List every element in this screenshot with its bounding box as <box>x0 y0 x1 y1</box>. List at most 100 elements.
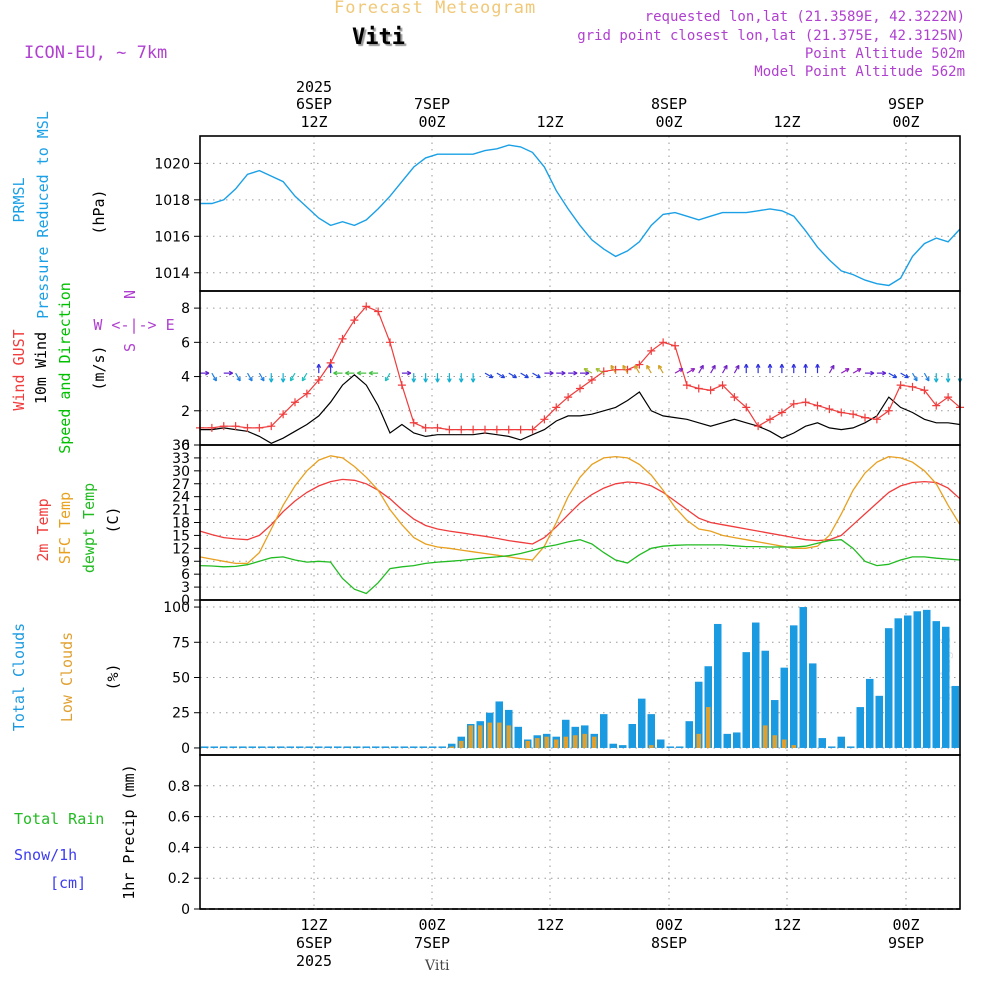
total-cloud-bar <box>334 746 342 748</box>
y-tick-label: 9 <box>181 554 190 570</box>
wind-direction-arrow <box>520 372 529 379</box>
pressure-line <box>200 144 961 287</box>
wind-gust-marker <box>374 307 383 316</box>
wind-gust-marker <box>528 425 537 434</box>
chart-title: Forecast Meteogram <box>334 0 537 18</box>
pressure-unit: (hPa) <box>90 189 108 234</box>
low-cloud-bar <box>487 722 492 748</box>
wind-direction-arrow <box>923 372 930 382</box>
wind-gust-marker <box>433 423 442 432</box>
total-cloud-bar <box>410 746 418 748</box>
wind-gust-marker <box>682 381 691 390</box>
total-cloud-bar <box>229 746 237 748</box>
wind-gust-marker <box>944 393 953 402</box>
total-cloud-bar <box>742 652 750 748</box>
total-cloud-bar <box>761 650 769 748</box>
wind-direction-arrow <box>876 370 887 376</box>
total-cloud-bar <box>324 746 332 748</box>
bottom-axis-hour: 00Z <box>655 916 682 934</box>
wind-direction-arrow <box>333 370 343 376</box>
low-cloud-bar <box>592 736 597 748</box>
low-cloud-bar <box>449 746 454 748</box>
wind-gust-marker <box>587 375 596 384</box>
top-axis-hour: 00Z <box>655 113 682 131</box>
wind-gust-marker <box>849 410 858 419</box>
bottom-axis-date: 6SEP <box>296 934 332 952</box>
wind-direction-arrow <box>496 372 506 379</box>
y-tick-label: 6 <box>181 335 190 351</box>
wind-gust-marker <box>255 423 264 432</box>
total-cloud-bar <box>932 621 940 748</box>
total-cloud-bar <box>799 607 807 748</box>
wind-gust-marker <box>884 406 893 415</box>
wind-gust-marker <box>671 341 679 350</box>
temp-line-2 <box>199 539 961 595</box>
wind-gust-marker <box>302 389 311 398</box>
wind-direction-arrow <box>435 373 440 383</box>
total-cloud-bar <box>448 743 456 748</box>
low-cloud-bar <box>582 733 587 748</box>
wind-gust-label: Wind GUST <box>10 329 28 410</box>
total-cloud-bar <box>638 698 646 748</box>
model-label: ICON-EU, ~ 7km <box>24 43 168 63</box>
wind-gust-marker <box>243 423 252 432</box>
low-cloud-bar <box>696 733 701 748</box>
bottom-axis-hour: 12Z <box>300 916 327 934</box>
wind-direction-arrow <box>544 370 554 376</box>
panel-pressure: 1014 1016 1018 1020 <box>154 136 961 291</box>
low-cloud-bar <box>525 740 530 748</box>
wind-direction-arrow <box>470 373 476 383</box>
total-cloud-bar <box>913 611 921 748</box>
total-cloud-bar <box>695 681 703 748</box>
y-tick-label: 1014 <box>154 266 190 282</box>
low-cloud-bar <box>791 745 796 748</box>
total-cloud-bar <box>714 623 722 748</box>
compass-n: N <box>121 290 139 299</box>
wind-direction-arrow <box>900 372 909 379</box>
top-axis-hour: 00Z <box>892 113 919 131</box>
wind-direction-arrow <box>458 373 464 383</box>
wind-gust-marker <box>552 403 561 412</box>
total-cloud-bar <box>885 628 893 748</box>
wind-direction-arrow <box>556 370 566 376</box>
total-rain-label: Total Rain <box>14 810 104 828</box>
total-cloud-bar <box>666 746 674 748</box>
wind-direction-arrow <box>865 370 875 376</box>
wind-gust-marker <box>338 334 347 343</box>
wind-unit: (m/s) <box>90 345 108 390</box>
bottom-axis-date: 8SEP <box>651 934 687 952</box>
point-altitude: Point Altitude 502m <box>804 46 965 62</box>
top-axis-hour: 00Z <box>418 113 445 131</box>
wind-direction-arrow <box>368 370 379 376</box>
grid-point-coords: grid point closest lon,lat (21.375E, 42.… <box>577 28 965 44</box>
compass-rose: N W <-|-> E S <box>93 290 174 352</box>
y-tick-label: 0.8 <box>168 779 190 795</box>
low-cloud-bar <box>468 725 473 748</box>
total-cloud-bar <box>752 622 760 748</box>
top-axis-year: 2025 <box>296 78 332 96</box>
panel-precip: 0 0.2 0.4 0.6 0.8 <box>168 755 960 918</box>
y-tick-label: 0.2 <box>168 871 190 887</box>
total-cloud-bar <box>400 746 408 748</box>
total-cloud-bar <box>248 746 256 748</box>
total-cloud-bar <box>353 746 361 748</box>
wind-direction-arrow <box>888 372 898 379</box>
total-cloud-bar <box>286 746 294 748</box>
wind-direction-arrow <box>484 372 494 379</box>
wind-direction-arrow <box>840 368 850 374</box>
total-cloud-bar <box>676 746 684 748</box>
top-axis-date: 6SEP <box>296 95 332 113</box>
top-axis-date: 9SEP <box>888 95 924 113</box>
wind-gust-marker <box>872 415 881 424</box>
total-cloud-bar <box>372 746 380 748</box>
wind-gust-marker <box>813 401 822 410</box>
wind-direction-arrow <box>755 363 761 374</box>
wind-direction-arrow <box>280 373 286 383</box>
pressure-label-a: PRMSL <box>10 177 28 222</box>
model-altitude: Model Point Altitude 562m <box>754 64 965 80</box>
total-cloud-bar <box>267 746 275 748</box>
wind-gust-marker <box>635 360 644 369</box>
wind-direction-arrow <box>268 373 274 383</box>
wind-gust-marker <box>314 375 323 384</box>
pressure-label-b: Pressure Reduced to MSL <box>34 111 52 319</box>
